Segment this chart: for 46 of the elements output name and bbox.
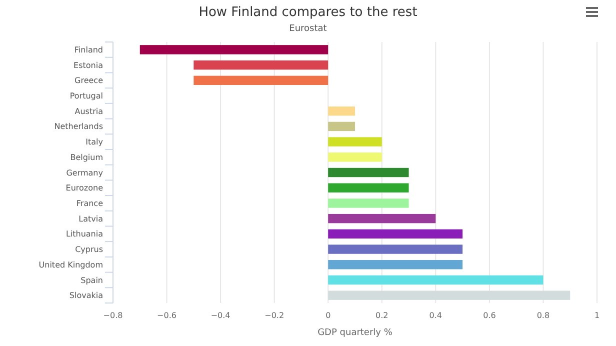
bar <box>328 183 409 192</box>
x-tick-label: 0 <box>326 311 331 320</box>
y-tick-label: Germany <box>66 168 104 178</box>
bar <box>328 260 463 270</box>
chart-subtitle: Eurostat <box>289 24 328 34</box>
x-tick-label: −0.6 <box>157 311 176 320</box>
x-tick-label: −0.8 <box>103 311 123 320</box>
y-tick-label: Netherlands <box>54 122 103 132</box>
bar <box>328 244 463 254</box>
y-tick-label: Finland <box>74 45 103 54</box>
y-tick-label: Lithuania <box>66 230 104 239</box>
x-tick-label: 0.6 <box>483 311 496 320</box>
y-tick-label: Greece <box>74 76 104 86</box>
y-tick-label: Austria <box>74 106 104 116</box>
bar <box>328 290 570 300</box>
bar <box>328 137 382 146</box>
bar <box>194 76 328 85</box>
y-tick-label: Portugal <box>70 92 103 101</box>
bar <box>328 275 544 285</box>
y-tick-label: Belgium <box>70 152 104 162</box>
bar <box>328 152 382 162</box>
x-tick-label: 1 <box>594 311 600 320</box>
bar <box>328 168 409 178</box>
x-tick-label: −0.2 <box>264 311 284 320</box>
bar <box>328 214 436 224</box>
bar <box>140 45 328 54</box>
chart-title: How Finland compares to the rest <box>198 5 418 20</box>
y-tick-label: Estonia <box>74 60 104 70</box>
bar <box>328 229 463 239</box>
x-tick-label: 0.4 <box>429 311 442 320</box>
bar <box>328 198 409 208</box>
y-tick-label: Italy <box>86 138 104 147</box>
y-tick-label: France <box>76 199 104 208</box>
y-tick-label: Cyprus <box>75 245 103 254</box>
bar <box>194 60 328 70</box>
y-tick-label: Eurozone <box>66 184 104 193</box>
y-tick-label: Latvia <box>78 214 104 224</box>
x-axis-title: GDP quarterly % <box>318 328 393 338</box>
x-tick-label: −0.4 <box>210 311 230 320</box>
y-tick-label: Spain <box>80 276 103 285</box>
bar <box>328 106 355 116</box>
y-tick-label: Slovakia <box>69 291 104 300</box>
x-tick-label: 0.8 <box>536 311 550 320</box>
y-tick-label: United Kingdom <box>38 260 104 270</box>
bar <box>328 122 355 132</box>
x-tick-label: 0.2 <box>376 311 388 320</box>
